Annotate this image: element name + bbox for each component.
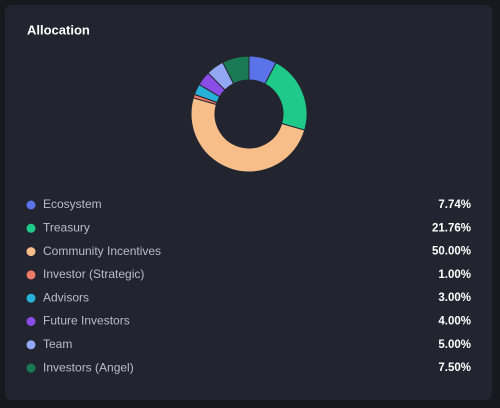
card	[5, 5, 492, 400]
value-label: 21.76%	[432, 222, 471, 234]
legend-label: Advisors	[43, 290, 89, 304]
legend-swatch	[26, 293, 36, 303]
value-label: 7.74%	[438, 199, 471, 211]
value-label: 7.50%	[438, 362, 471, 374]
donut-segment	[190, 97, 306, 173]
chart-title: Allocation	[27, 22, 90, 37]
value-label: 3.00%	[438, 292, 471, 304]
legend-label: Investors (Angel)	[43, 360, 134, 374]
value-label: 1.00%	[438, 269, 471, 281]
value-label: 5.00%	[438, 339, 471, 351]
legend-swatch	[26, 363, 36, 373]
value-label: 4.00%	[438, 316, 471, 328]
legend-label: Community Incentives	[43, 244, 161, 258]
legend-swatch	[26, 223, 36, 233]
legend-label: Ecosystem	[43, 197, 102, 211]
legend-swatch	[26, 270, 36, 280]
legend-label: Treasury	[43, 220, 90, 234]
legend-swatch	[26, 247, 36, 257]
donut-segment	[221, 55, 250, 85]
legend-swatch	[26, 317, 36, 326]
legend-label: Future Investors	[43, 314, 130, 328]
legend-label: Team	[43, 337, 72, 351]
value-label: 50.00%	[432, 246, 471, 258]
legend-label: Investor (Strategic)	[43, 267, 144, 281]
legend-swatch	[26, 340, 36, 350]
legend-swatch	[26, 200, 36, 210]
